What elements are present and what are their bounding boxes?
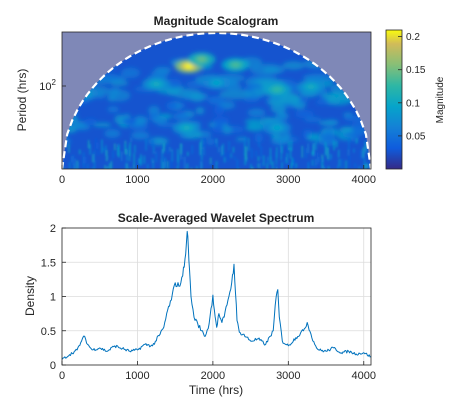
y-tick-label-100: 102	[39, 78, 56, 93]
scalogram-title: Magnitude Scalogram	[154, 14, 279, 28]
scalogram-x-ticks: 0 1000 2000 3000 4000	[59, 165, 376, 186]
x-tick-label: 1000	[125, 370, 149, 382]
scalogram-frame	[61, 31, 372, 170]
x-tick-label: 2000	[201, 174, 225, 186]
spectrum-y-ticks: 0 0.5 1 1.5 2	[41, 223, 66, 372]
y-tick-label: 0	[50, 360, 56, 372]
x-tick-label: 4000	[352, 174, 376, 186]
spectrum-series-line	[62, 230, 371, 360]
colorbar-tick-label: 0.05	[406, 131, 426, 142]
colorbar-gradient	[385, 29, 403, 170]
colorbar-label: Magnitude	[435, 76, 446, 123]
colorbar-tick-label: 0.1	[406, 98, 420, 109]
spectrum-x-label: Time (hrs)	[189, 383, 243, 397]
y-tick-label: 1	[50, 292, 56, 304]
x-tick-label: 1000	[125, 174, 149, 186]
x-tick-label: 2000	[201, 370, 225, 382]
x-tick-label: 0	[59, 370, 65, 382]
scalogram-y-label: Period (hrs)	[15, 69, 29, 132]
spectrum-x-ticks: 0 1000 2000 3000 4000	[59, 361, 376, 382]
scalogram-y-tick: 102	[39, 78, 66, 93]
colorbar-ticks: 0.05 0.1 0.15 0.2	[398, 32, 426, 142]
spectrum-y-label: Density	[23, 276, 37, 316]
x-tick-label: 4000	[352, 370, 376, 382]
x-tick-label: 3000	[276, 370, 300, 382]
x-tick-label: 3000	[276, 174, 300, 186]
colorbar-tick-label: 0.15	[406, 65, 426, 76]
y-tick-label: 0.5	[41, 326, 56, 338]
y-tick-label: 2	[50, 223, 56, 235]
y-tick-label: 1.5	[41, 257, 56, 269]
x-tick-label: 0	[59, 174, 65, 186]
spectrum-title: Scale-Averaged Wavelet Spectrum	[118, 211, 315, 225]
colorbar-tick-label: 0.2	[406, 32, 420, 43]
scalogram-plot-area	[60, 31, 373, 170]
colorbar: 0.05 0.1 0.15 0.2 Magnitude	[385, 29, 446, 170]
spectrum-plot-area	[61, 227, 372, 366]
